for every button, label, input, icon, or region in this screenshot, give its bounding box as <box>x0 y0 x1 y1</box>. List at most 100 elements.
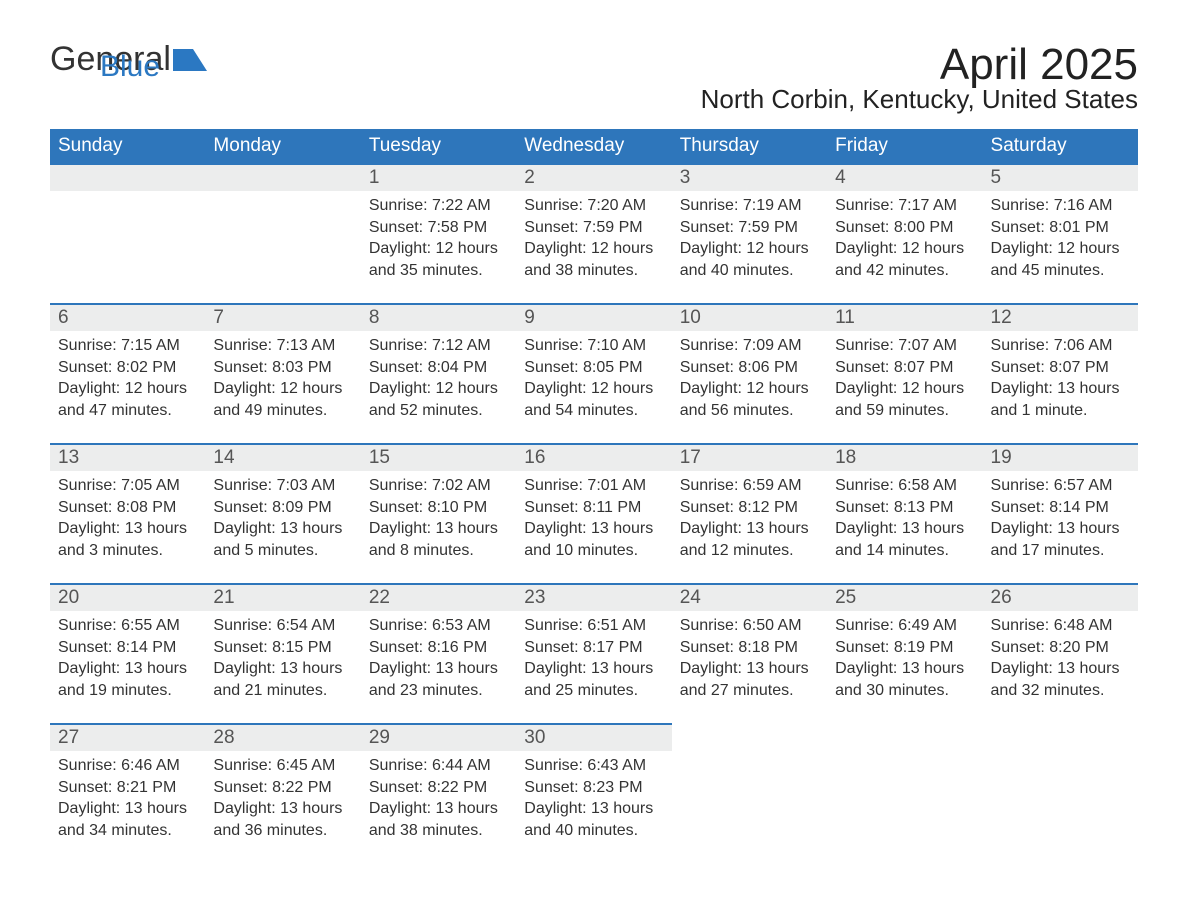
calendar-cell: 3Sunrise: 7:19 AMSunset: 7:59 PMDaylight… <box>672 164 827 304</box>
column-header: Wednesday <box>516 129 671 164</box>
sunset-value: 7:58 PM <box>428 219 488 236</box>
sunset-value: 8:22 PM <box>428 779 488 796</box>
day-number <box>50 165 205 191</box>
calendar-cell: 22Sunrise: 6:53 AMSunset: 8:16 PMDayligh… <box>361 584 516 724</box>
sunset-value: 8:20 PM <box>1049 639 1109 656</box>
calendar-body: 1Sunrise: 7:22 AMSunset: 7:58 PMDaylight… <box>50 164 1138 864</box>
day-body: Sunrise: 6:45 AMSunset: 8:22 PMDaylight:… <box>205 751 360 849</box>
sunrise-label: Sunrise: <box>213 337 272 354</box>
calendar-week: 1Sunrise: 7:22 AMSunset: 7:58 PMDaylight… <box>50 164 1138 304</box>
sunrise-value: 7:09 AM <box>743 337 802 354</box>
sunset-label: Sunset: <box>680 499 734 516</box>
calendar-cell <box>50 164 205 304</box>
daylight-label: Daylight: <box>369 520 431 537</box>
sunset-label: Sunset: <box>835 499 889 516</box>
sunrise-label: Sunrise: <box>524 477 583 494</box>
calendar-cell: 12Sunrise: 7:06 AMSunset: 8:07 PMDayligh… <box>983 304 1138 444</box>
sunset-value: 8:07 PM <box>894 359 954 376</box>
sunset-label: Sunset: <box>369 499 423 516</box>
sunrise-value: 6:43 AM <box>587 757 646 774</box>
column-header: Friday <box>827 129 982 164</box>
daylight-label: Daylight: <box>991 660 1053 677</box>
sunset-value: 8:17 PM <box>583 639 643 656</box>
day-number: 26 <box>983 585 1138 611</box>
sunset-label: Sunset: <box>680 639 734 656</box>
sunset-value: 8:16 PM <box>428 639 488 656</box>
sunset-value: 8:08 PM <box>117 499 177 516</box>
daylight-label: Daylight: <box>213 520 275 537</box>
sunrise-label: Sunrise: <box>58 617 117 634</box>
day-number: 24 <box>672 585 827 611</box>
sunset-label: Sunset: <box>991 639 1045 656</box>
column-header: Tuesday <box>361 129 516 164</box>
calendar-cell: 10Sunrise: 7:09 AMSunset: 8:06 PMDayligh… <box>672 304 827 444</box>
logo-flag-icon <box>173 49 207 71</box>
daylight-label: Daylight: <box>680 520 742 537</box>
day-body: Sunrise: 6:53 AMSunset: 8:16 PMDaylight:… <box>361 611 516 709</box>
calendar-cell: 6Sunrise: 7:15 AMSunset: 8:02 PMDaylight… <box>50 304 205 444</box>
daylight-label: Daylight: <box>213 660 275 677</box>
sunset-label: Sunset: <box>524 779 578 796</box>
sunset-label: Sunset: <box>213 359 267 376</box>
calendar-cell: 1Sunrise: 7:22 AMSunset: 7:58 PMDaylight… <box>361 164 516 304</box>
day-number <box>983 724 1138 750</box>
daylight-label: Daylight: <box>524 660 586 677</box>
sunrise-value: 6:46 AM <box>121 757 180 774</box>
day-number: 9 <box>516 305 671 331</box>
day-body: Sunrise: 7:03 AMSunset: 8:09 PMDaylight:… <box>205 471 360 569</box>
sunset-label: Sunset: <box>991 219 1045 236</box>
sunrise-label: Sunrise: <box>213 477 272 494</box>
calendar-cell <box>672 724 827 864</box>
sunset-value: 8:13 PM <box>894 499 954 516</box>
day-body: Sunrise: 7:17 AMSunset: 8:00 PMDaylight:… <box>827 191 982 289</box>
sunrise-label: Sunrise: <box>991 477 1050 494</box>
day-number: 10 <box>672 305 827 331</box>
day-body: Sunrise: 7:20 AMSunset: 7:59 PMDaylight:… <box>516 191 671 289</box>
sunrise-value: 7:22 AM <box>432 197 491 214</box>
daylight-label: Daylight: <box>835 660 897 677</box>
daylight-label: Daylight: <box>58 800 120 817</box>
sunset-label: Sunset: <box>524 499 578 516</box>
sunrise-label: Sunrise: <box>835 337 894 354</box>
day-body: Sunrise: 7:15 AMSunset: 8:02 PMDaylight:… <box>50 331 205 429</box>
column-header: Monday <box>205 129 360 164</box>
daylight-label: Daylight: <box>524 380 586 397</box>
sunset-value: 8:10 PM <box>428 499 488 516</box>
calendar-cell: 30Sunrise: 6:43 AMSunset: 8:23 PMDayligh… <box>516 724 671 864</box>
day-number: 27 <box>50 725 205 751</box>
sunset-label: Sunset: <box>835 219 889 236</box>
sunrise-label: Sunrise: <box>991 197 1050 214</box>
day-number: 12 <box>983 305 1138 331</box>
sunrise-value: 6:48 AM <box>1054 617 1113 634</box>
sunrise-label: Sunrise: <box>835 197 894 214</box>
daylight-label: Daylight: <box>835 520 897 537</box>
sunrise-label: Sunrise: <box>524 757 583 774</box>
sunset-label: Sunset: <box>524 639 578 656</box>
daylight-label: Daylight: <box>58 520 120 537</box>
sunrise-value: 6:45 AM <box>277 757 336 774</box>
daylight-label: Daylight: <box>991 240 1053 257</box>
calendar-cell: 15Sunrise: 7:02 AMSunset: 8:10 PMDayligh… <box>361 444 516 584</box>
sunset-value: 7:59 PM <box>738 219 798 236</box>
sunset-label: Sunset: <box>524 219 578 236</box>
sunrise-value: 7:13 AM <box>277 337 336 354</box>
sunset-value: 8:21 PM <box>117 779 177 796</box>
day-body: Sunrise: 6:44 AMSunset: 8:22 PMDaylight:… <box>361 751 516 849</box>
day-number: 22 <box>361 585 516 611</box>
sunrise-label: Sunrise: <box>991 337 1050 354</box>
sunrise-label: Sunrise: <box>680 617 739 634</box>
day-number: 11 <box>827 305 982 331</box>
day-body: Sunrise: 7:09 AMSunset: 8:06 PMDaylight:… <box>672 331 827 429</box>
day-number: 21 <box>205 585 360 611</box>
calendar-table: SundayMondayTuesdayWednesdayThursdayFrid… <box>50 129 1138 864</box>
calendar-cell: 18Sunrise: 6:58 AMSunset: 8:13 PMDayligh… <box>827 444 982 584</box>
calendar-cell: 11Sunrise: 7:07 AMSunset: 8:07 PMDayligh… <box>827 304 982 444</box>
calendar-cell: 9Sunrise: 7:10 AMSunset: 8:05 PMDaylight… <box>516 304 671 444</box>
sunrise-value: 6:59 AM <box>743 477 802 494</box>
daylight-label: Daylight: <box>991 380 1053 397</box>
daylight-label: Daylight: <box>524 240 586 257</box>
day-number: 28 <box>205 725 360 751</box>
page-title: April 2025 <box>940 40 1138 90</box>
daylight-label: Daylight: <box>680 660 742 677</box>
daylight-label: Daylight: <box>369 380 431 397</box>
